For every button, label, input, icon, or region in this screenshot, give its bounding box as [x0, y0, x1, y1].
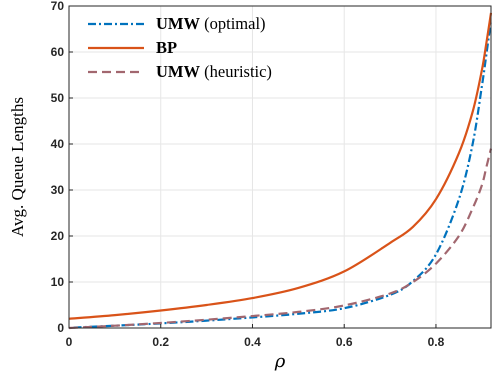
legend-label-bold: BP: [156, 38, 177, 57]
x-tick-label: 0.2: [152, 335, 169, 349]
y-tick-label: 20: [51, 229, 65, 243]
x-axis-label: ρ: [274, 351, 286, 372]
legend-label-bold: UMW: [156, 14, 200, 33]
y-tick-label: 10: [51, 275, 65, 289]
y-tick-label: 70: [51, 0, 65, 13]
legend-label-bold: UMW: [156, 62, 200, 81]
series-line: [68, 12, 492, 320]
legend-label: UMW (heuristic): [156, 62, 272, 81]
legend-label: UMW (optimal): [156, 14, 266, 33]
y-tick-label: 0: [57, 321, 64, 335]
y-axis-label: Avg. Queue Lengths: [8, 97, 27, 237]
legend-label-rest: (optimal): [200, 14, 266, 33]
axes-box: [68, 5, 492, 329]
series-line: [68, 148, 492, 330]
legend-label: BP: [156, 38, 177, 57]
y-tick-label: 60: [51, 45, 65, 59]
legend: UMW (optimal) BP UMW (heuristic): [88, 14, 272, 81]
series-line: [73, 19, 492, 329]
axis-ticks: 0 0.2 0.4 0.6 0.8 0 10 20 30 40 50 60 70: [51, 0, 445, 349]
legend-label-rest: (heuristic): [200, 62, 272, 81]
y-tick-label: 50: [51, 91, 65, 105]
x-tick-label: 0: [66, 335, 73, 349]
x-tick-label: 0.8: [428, 335, 445, 349]
x-tick-label: 0.4: [244, 335, 261, 349]
grid-lines: [68, 5, 491, 329]
x-tick-label: 0.6: [336, 335, 353, 349]
series-lines: [68, 12, 492, 330]
y-tick-label: 30: [51, 183, 65, 197]
y-tick-label: 40: [51, 137, 65, 151]
